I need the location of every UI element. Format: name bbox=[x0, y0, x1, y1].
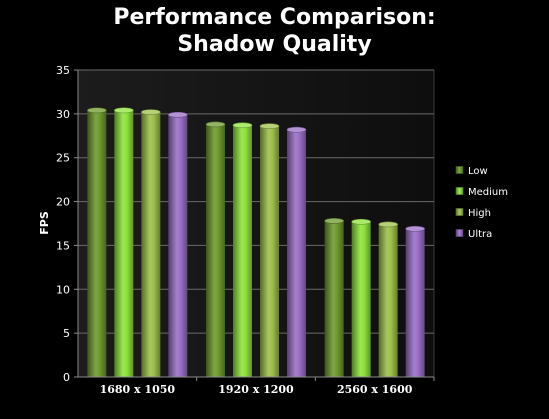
bar-body bbox=[378, 224, 398, 377]
bar-body bbox=[233, 125, 252, 377]
chart-title: Performance Comparison: Shadow Quality bbox=[0, 4, 549, 58]
bar-low-3 bbox=[324, 217, 344, 377]
legend-label: High bbox=[468, 208, 491, 219]
bar-top-cap bbox=[232, 122, 253, 129]
bars bbox=[87, 107, 425, 378]
bar-ultra-1 bbox=[168, 111, 188, 377]
bar-body bbox=[405, 228, 425, 377]
bar-top-cap bbox=[286, 126, 307, 133]
bar-ultra-3 bbox=[405, 225, 425, 377]
bar-top-cap bbox=[259, 123, 280, 130]
bar-ultra-2 bbox=[286, 126, 307, 377]
bar-top-cap bbox=[378, 221, 398, 228]
y-ticks: 0 5 10 15 20 25 30 35 bbox=[56, 64, 78, 384]
bar-low-2 bbox=[205, 121, 226, 377]
bar-top-cap bbox=[405, 225, 425, 232]
x-tick-label: 1920 x 1200 bbox=[218, 383, 294, 396]
bar-high-2 bbox=[259, 123, 280, 377]
legend-swatch bbox=[455, 229, 464, 237]
bar-medium-2 bbox=[232, 122, 253, 377]
y-tick-label: 25 bbox=[56, 152, 70, 165]
legend-item-high: High bbox=[455, 208, 491, 219]
legend-label: Low bbox=[468, 166, 488, 177]
bar-body bbox=[141, 112, 161, 378]
bar-top-cap bbox=[324, 217, 344, 224]
x-ticks: 1680 x 1050 1920 x 1200 2560 x 1600 bbox=[100, 377, 435, 396]
bar-body bbox=[114, 110, 134, 377]
y-tick-label: 30 bbox=[56, 108, 70, 121]
legend-swatch bbox=[455, 208, 464, 216]
y-tick-label: 10 bbox=[56, 283, 70, 296]
bar-body bbox=[351, 221, 371, 377]
y-tick-label: 5 bbox=[63, 327, 70, 340]
legend-label: Ultra bbox=[468, 229, 492, 240]
bar-body bbox=[206, 124, 225, 377]
chart-title-line-1: Performance Comparison: bbox=[113, 5, 436, 30]
y-tick-label: 35 bbox=[56, 64, 70, 77]
legend-label: Medium bbox=[468, 187, 508, 198]
y-tick-label: 20 bbox=[56, 196, 70, 209]
bar-high-1 bbox=[141, 109, 161, 378]
bar-high-3 bbox=[378, 221, 398, 377]
bar-body bbox=[287, 129, 306, 377]
bar-top-cap bbox=[87, 107, 107, 114]
bar-body bbox=[324, 220, 344, 377]
legend-item-low: Low bbox=[455, 166, 488, 177]
y-tick-label: 15 bbox=[56, 239, 70, 252]
chart-title-line-2: Shadow Quality bbox=[177, 32, 372, 57]
y-tick-label: 0 bbox=[63, 371, 70, 384]
legend-item-ultra: Ultra bbox=[455, 229, 492, 240]
bar-top-cap bbox=[114, 107, 134, 114]
bar-medium-3 bbox=[351, 218, 371, 377]
legend-swatch bbox=[455, 187, 464, 195]
gridlines bbox=[78, 69, 434, 334]
legend: Low Medium High Ultra bbox=[455, 166, 508, 240]
bar-body bbox=[87, 110, 107, 377]
bar-top-cap bbox=[168, 111, 188, 118]
legend-swatch bbox=[455, 166, 464, 174]
bar-body bbox=[260, 126, 279, 377]
bar-medium-1 bbox=[114, 107, 134, 377]
bar-top-cap bbox=[205, 121, 226, 128]
x-tick-label: 1680 x 1050 bbox=[100, 383, 176, 396]
bar-top-cap bbox=[351, 218, 371, 225]
x-tick-label: 2560 x 1600 bbox=[337, 383, 413, 396]
legend-item-medium: Medium bbox=[455, 187, 508, 198]
bar-top-cap bbox=[141, 109, 161, 116]
y-axis-label: FPS bbox=[38, 211, 51, 235]
plot-area bbox=[77, 69, 435, 378]
bar-body bbox=[168, 114, 188, 377]
bar-low-1 bbox=[87, 107, 107, 377]
